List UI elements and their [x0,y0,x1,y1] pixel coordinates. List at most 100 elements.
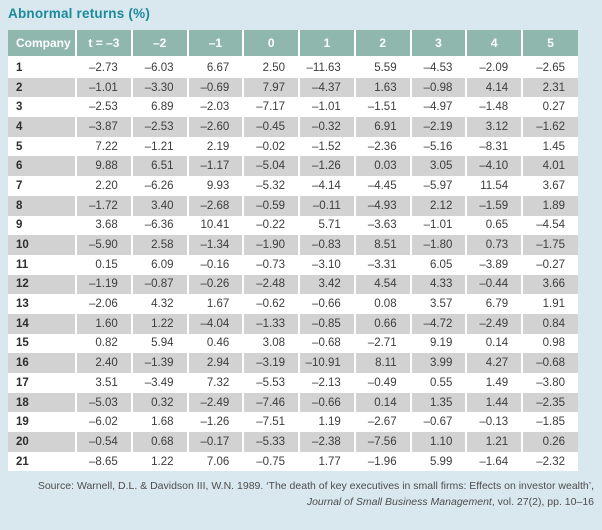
value-cell: –2.03 [186,97,244,118]
value-cell: –1.01 [75,77,132,98]
value-cell: 1.45 [521,136,578,157]
value-cell: –3.30 [130,77,188,98]
value-cell: 5.99 [409,451,467,472]
value-cell: –1.62 [521,117,578,137]
value-cell: 0.27 [521,97,578,118]
table-row: 3 –2.53 6.89 –2.03 –7.17 –1.01 –1.51 –4.97 –1.48… [8,97,578,118]
value-cell: –2.38 [298,432,355,452]
value-cell: –3.80 [521,373,578,393]
value-cell: –1.85 [521,412,578,433]
company-cell: 17 [8,373,76,393]
page-title: Abnormal returns (%) [8,6,151,21]
value-cell: 6.67 [186,57,244,78]
value-cell: –1.90 [242,235,300,255]
value-cell: –1.80 [409,235,467,255]
value-cell: –2.09 [465,57,523,78]
value-cell: 0.32 [130,392,188,413]
value-cell: –0.16 [186,254,244,275]
table-body: 1 –2.73 –6.03 6.67 2.50 –11.63 5.59 –4.53 –2.09–… [8,57,578,472]
value-cell: –0.75 [242,451,300,472]
company-cell: 12 [8,274,76,295]
value-cell: –1.64 [465,451,523,472]
value-cell: –0.26 [186,274,244,295]
value-cell: 0.84 [521,313,578,334]
value-cell: 1.89 [521,195,578,216]
value-cell: –4.37 [298,77,355,98]
value-cell: –0.22 [242,215,300,236]
value-cell: –0.13 [465,412,523,433]
value-cell: 4.27 [465,353,523,373]
value-cell: –1.26 [298,156,355,177]
value-cell: 0.15 [75,254,132,275]
value-cell: –6.03 [130,57,188,78]
column-header-t4: 4 [465,30,523,57]
value-cell: –2.36 [353,136,411,157]
company-cell: 16 [8,353,76,373]
value-cell: 2.19 [186,136,244,157]
value-cell: –1.34 [186,235,244,255]
value-cell: –0.73 [242,254,300,275]
value-cell: 2.58 [130,235,188,255]
value-cell: 0.46 [186,333,244,354]
value-cell: 6.89 [130,97,188,118]
value-cell: –0.68 [521,353,578,373]
value-cell: 1.67 [186,294,244,314]
value-cell: 3.99 [409,353,467,373]
page: Abnormal returns (%) Company t = –3 –2 –1 0 1… [8,6,594,508]
value-cell: 9.93 [186,176,244,196]
abnormal-returns-table: Company t = –3 –2 –1 0 1 2 3 4 5 1 –2.73 –6.03 6.67 2… [8,30,578,472]
company-cell: 13 [8,294,76,314]
value-cell: –6.36 [130,215,188,236]
value-cell: –1.26 [186,412,244,433]
value-cell: 7.32 [186,373,244,393]
table-row: 17 3.51 –3.49 7.32 –5.53 –2.13 –0.49 0.55 1.49 –3… [8,373,578,393]
value-cell: 6.51 [130,156,188,177]
value-cell: 7.22 [75,136,132,157]
value-cell: 0.55 [409,373,467,393]
value-cell: 9.19 [409,333,467,354]
value-cell: –10.91 [298,353,355,373]
value-cell: –3.10 [298,254,355,275]
value-cell: 1.10 [409,432,467,452]
value-cell: 0.66 [353,313,411,334]
table-row: 8 –1.72 3.40 –2.68 –0.59 –0.11 –4.93 2.12 –1.59 1… [8,195,578,216]
value-cell: 1.44 [465,392,523,413]
value-cell: –4.53 [409,57,467,78]
table-header: Company t = –3 –2 –1 0 1 2 3 4 5 [8,30,578,57]
value-cell: –4.54 [521,215,578,236]
value-cell: –1.01 [409,215,467,236]
value-cell: –0.54 [75,432,132,452]
value-cell: –7.46 [242,392,300,413]
value-cell: –2.48 [242,274,300,295]
value-cell: –0.11 [298,195,355,216]
value-cell: –7.51 [242,412,300,433]
value-cell: –1.75 [521,235,578,255]
value-cell: –2.68 [186,195,244,216]
table-row: 10 –5.90 2.58 –1.34 –1.90 –0.83 8.51 –1.80 0.73–… [8,235,578,255]
value-cell: 10.41 [186,215,244,236]
value-cell: 0.98 [521,333,578,354]
value-cell: 8.51 [353,235,411,255]
table-row: 4 –3.87 –2.53 –2.60 –0.45 –0.32 6.91 –2.19 3.12–… [8,117,578,137]
column-header-t–2: –2 [130,30,188,57]
column-header-t3: 3 [409,30,467,57]
value-cell: –0.45 [242,117,300,137]
value-cell: 1.49 [465,373,523,393]
value-cell: 3.51 [75,373,132,393]
value-cell: –6.26 [130,176,188,196]
value-cell: –0.67 [409,412,467,433]
value-cell: –4.45 [353,176,411,196]
value-cell: –0.66 [298,294,355,314]
value-cell: 2.40 [75,353,132,373]
value-cell: –8.31 [465,136,523,157]
value-cell: 1.22 [130,451,188,472]
value-cell: –0.68 [298,333,355,354]
value-cell: –0.44 [465,274,523,295]
company-cell: 1 [8,57,76,78]
value-cell: –5.90 [75,235,132,255]
value-cell: –2.67 [353,412,411,433]
value-cell: –0.98 [409,77,467,98]
value-cell: 2.31 [521,77,578,98]
header-row: Company t = –3 –2 –1 0 1 2 3 4 5 [8,30,578,57]
value-cell: 4.33 [409,274,467,295]
